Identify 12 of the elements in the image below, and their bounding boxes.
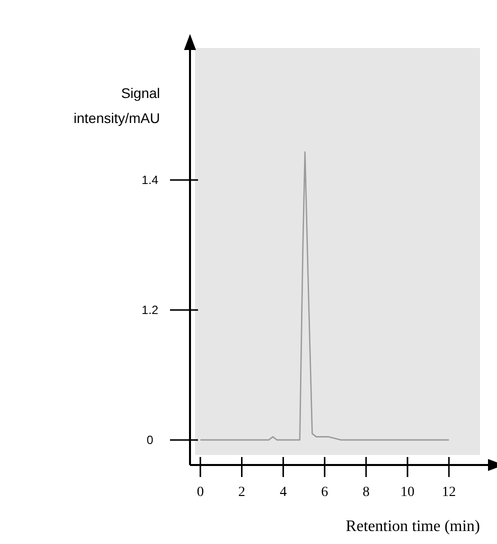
y-axis-title: Signal intensity/mAU xyxy=(74,85,160,126)
text: 1.2 xyxy=(142,303,159,317)
x-tick-label: 6 xyxy=(321,485,328,500)
x-tick-label: 0 xyxy=(196,485,204,500)
x-tick-label: 2 xyxy=(238,485,246,500)
x-tick-label: 4 xyxy=(280,485,287,500)
x-tick-label: 8 xyxy=(362,485,370,500)
text: 0 xyxy=(146,433,154,447)
x-tick-label: 12 xyxy=(442,485,456,500)
x-axis-title: Retention time (min) xyxy=(346,518,480,535)
x-tick-label: 10 xyxy=(400,485,414,500)
text: 1.4 xyxy=(142,173,159,187)
